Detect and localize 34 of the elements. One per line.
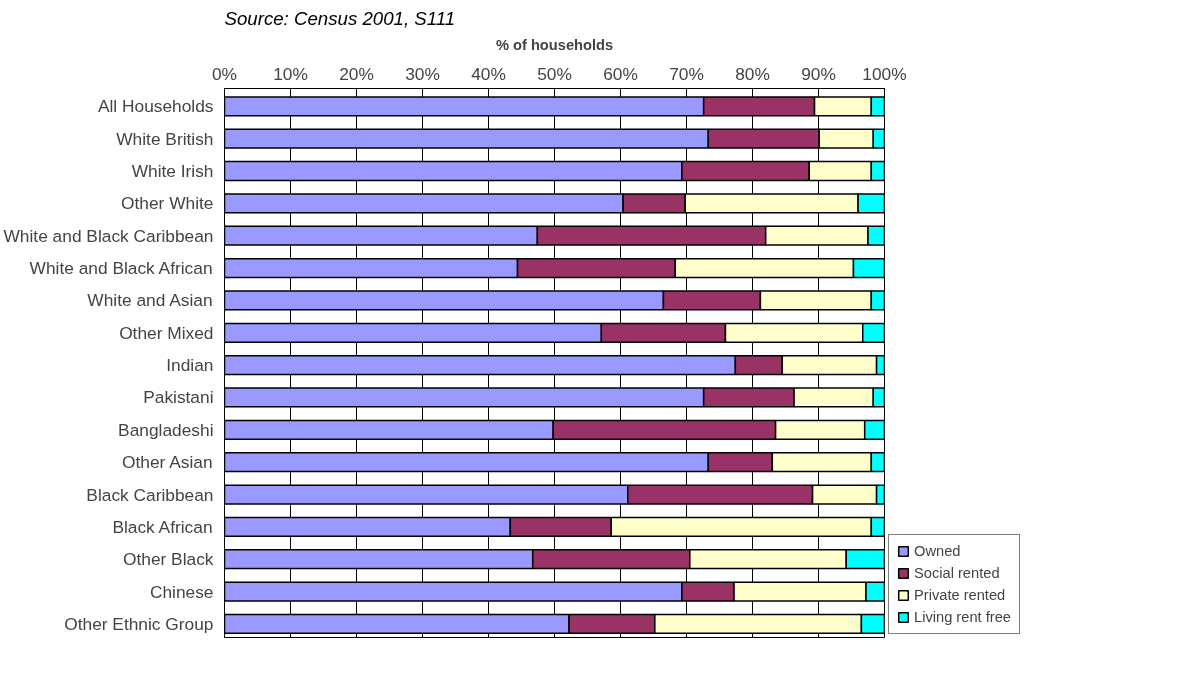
y-tick-label: Other Asian — [122, 452, 213, 473]
y-tick-label: Other White — [121, 193, 214, 214]
y-tick-label: White and Black Caribbean — [3, 225, 214, 246]
source-note: Source: Census 2001, S111 — [224, 7, 456, 29]
y-tick-label: White Irish — [131, 161, 214, 181]
y-tick-label: Indian — [166, 355, 214, 376]
y-tick-label: Other Ethnic Group — [64, 613, 214, 634]
x-tick-label: 90% — [801, 63, 836, 84]
legend-label: Living rent free — [914, 609, 1011, 625]
x-tick-label: 60% — [603, 63, 638, 84]
y-tick-label: All Households — [97, 96, 214, 117]
legend-label: Private rented — [914, 587, 1006, 603]
y-tick-label: Bangladeshi — [118, 419, 214, 440]
x-tick-label: 10% — [273, 63, 308, 84]
x-tick-label: 100% — [862, 63, 907, 84]
y-tick-label: White and Black African — [29, 258, 213, 279]
y-tick-label: Other Black — [122, 549, 214, 570]
x-tick-label: 20% — [339, 63, 374, 84]
legend-label: Social rented — [914, 565, 1000, 581]
y-tick-label: Other Mixed — [119, 322, 214, 343]
x-tick-label: 70% — [669, 63, 704, 84]
y-tick-label: White British — [116, 128, 214, 149]
x-tick-label: 40% — [471, 63, 506, 84]
x-axis-title: % of households — [495, 36, 614, 53]
y-tick-label: Black Caribbean — [86, 484, 214, 505]
y-tick-label: Pakistani — [143, 387, 214, 408]
y-tick-label: White and Asian — [87, 290, 213, 311]
y-tick-label: Chinese — [149, 581, 214, 602]
x-tick-label: 50% — [537, 63, 572, 84]
legend-label: Owned — [914, 543, 961, 559]
x-tick-label: 30% — [405, 63, 440, 84]
x-tick-label: 80% — [735, 63, 770, 84]
y-tick-label: Black African — [112, 516, 213, 537]
x-tick-label: 0% — [211, 63, 238, 84]
